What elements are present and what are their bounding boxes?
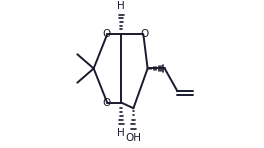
Text: O: O xyxy=(102,98,111,108)
Text: H: H xyxy=(117,1,125,11)
Text: O: O xyxy=(102,29,111,39)
Text: H: H xyxy=(117,128,125,138)
Text: OH: OH xyxy=(125,133,142,143)
Text: O: O xyxy=(141,29,149,39)
